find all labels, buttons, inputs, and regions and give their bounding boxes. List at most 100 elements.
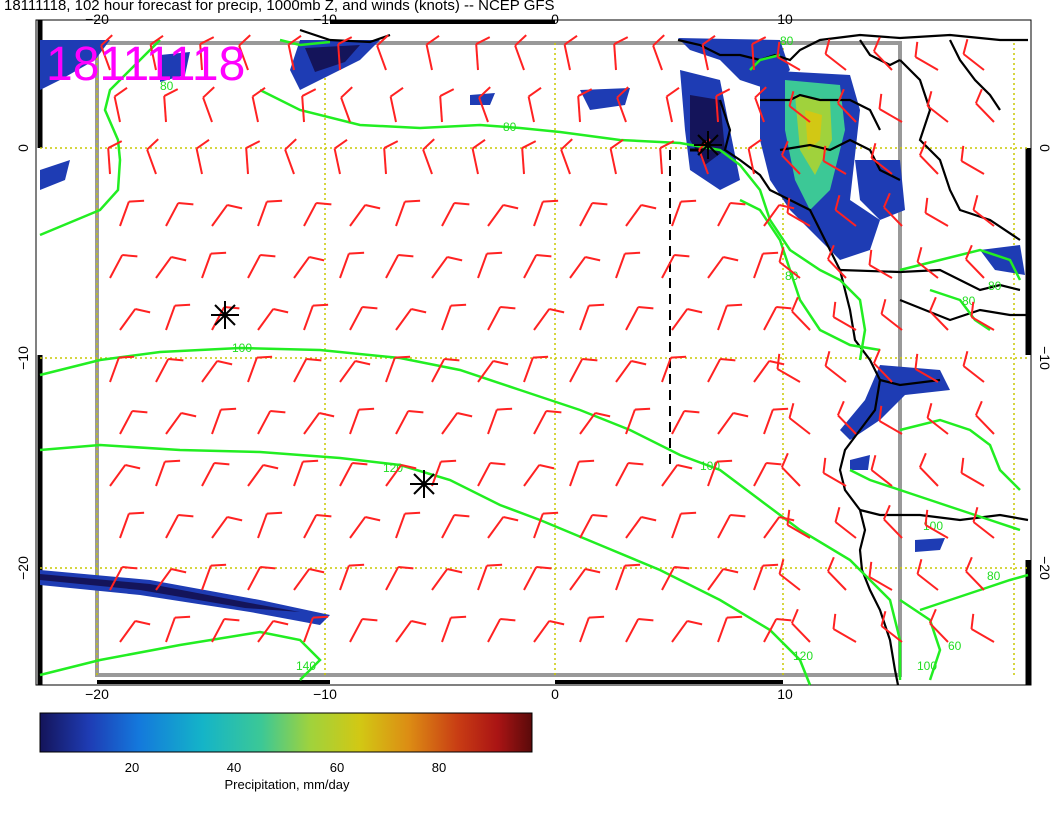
lat-tick: −20 xyxy=(1037,556,1053,580)
wind-barb xyxy=(659,140,675,175)
wind-barb xyxy=(257,410,286,435)
wind-barb xyxy=(487,203,519,227)
lon-tick: 0 xyxy=(551,11,559,27)
wind-barb xyxy=(389,86,404,123)
wind-barb xyxy=(975,88,995,123)
wind-barb xyxy=(349,306,378,331)
wind-barb xyxy=(199,36,215,71)
wind-barb xyxy=(475,36,491,71)
wind-barb xyxy=(284,138,297,175)
wind-barb xyxy=(916,559,939,591)
wind-barb xyxy=(293,459,319,487)
wind-barb xyxy=(613,36,629,71)
wind-barb xyxy=(339,251,365,279)
wind-barb xyxy=(615,563,641,591)
wind-barb xyxy=(247,355,273,383)
wind-barb xyxy=(477,563,503,591)
wind-barb xyxy=(873,36,893,71)
wind-barb xyxy=(247,463,279,487)
wind-barb xyxy=(395,307,427,331)
wind-barb xyxy=(873,348,893,383)
wind-barb xyxy=(201,563,227,591)
wind-barb xyxy=(165,202,194,227)
wind-barb xyxy=(201,251,227,279)
wind-barb xyxy=(533,307,565,331)
contour-label: 80 xyxy=(503,120,517,134)
wind-barb xyxy=(349,618,378,643)
wind-barb xyxy=(717,303,743,331)
wind-barb xyxy=(340,86,353,123)
wind-barb xyxy=(523,254,552,279)
wind-barb xyxy=(303,615,329,643)
wind-barb xyxy=(878,93,903,123)
storm-marker-3 xyxy=(694,131,722,159)
wind-barb xyxy=(257,307,289,331)
lon-tick: 10 xyxy=(777,11,793,27)
wind-barb xyxy=(333,138,348,175)
wind-barb xyxy=(625,618,654,643)
storm-markers xyxy=(211,131,722,498)
wind-barb xyxy=(521,140,537,175)
wind-barb xyxy=(671,511,697,539)
wind-barb xyxy=(824,39,847,71)
contour-labels: 80 100 120 140 80 80 100 120 80 100 80 8… xyxy=(160,34,1002,673)
wind-barb xyxy=(763,515,795,539)
lon-tick: −10 xyxy=(313,686,337,702)
wind-barb xyxy=(303,202,332,227)
wind-barb xyxy=(523,566,552,591)
height-contours xyxy=(39,38,1029,686)
wind-barb xyxy=(109,254,138,279)
wind-barb xyxy=(251,86,266,123)
wind-barb xyxy=(155,255,187,279)
wind-barb xyxy=(422,138,435,175)
wind-barb xyxy=(287,34,302,71)
contour-label: 140 xyxy=(296,659,316,673)
wind-barb xyxy=(257,199,283,227)
lon-tick: 10 xyxy=(777,686,793,702)
wind-barb xyxy=(303,303,329,331)
wind-barb xyxy=(965,244,985,279)
wind-barb xyxy=(753,563,779,591)
wind-barb xyxy=(441,514,470,539)
contour-label: 60 xyxy=(948,639,962,653)
wind-barb xyxy=(753,462,782,487)
wind-barb xyxy=(563,34,578,71)
wind-barb xyxy=(238,34,251,71)
wind-barb xyxy=(671,199,697,227)
wind-barb xyxy=(293,358,322,383)
wind-barb xyxy=(615,462,644,487)
contour-label: 80 xyxy=(987,569,1001,583)
wind-barb xyxy=(245,140,261,175)
wind-barb xyxy=(763,407,789,435)
date-stamp: 18111118 xyxy=(46,38,245,91)
wind-barb xyxy=(478,86,491,123)
wind-barb xyxy=(791,608,811,643)
lon-tick: −20 xyxy=(85,11,109,27)
contour-label: 80 xyxy=(988,279,1002,293)
wind-barb xyxy=(609,138,624,175)
lat-tick: 0 xyxy=(1037,144,1053,152)
lat-lon-grid xyxy=(40,43,1028,675)
wind-barb xyxy=(155,459,181,487)
wind-barb xyxy=(569,459,595,487)
wind-barb xyxy=(661,566,690,591)
wind-barb xyxy=(926,91,949,123)
wind-barb xyxy=(376,34,389,71)
wind-barb xyxy=(972,507,995,539)
wind-barb xyxy=(257,619,289,643)
wind-barb xyxy=(837,88,857,123)
wind-barb xyxy=(579,411,611,435)
wind-barb xyxy=(293,567,325,591)
wind-barb xyxy=(487,407,513,435)
colorbar-tick: 40 xyxy=(227,760,241,775)
wind-barb xyxy=(717,615,743,643)
wind-barb xyxy=(441,411,473,435)
wind-barb xyxy=(441,303,467,331)
wind-barb xyxy=(113,86,128,123)
wind-barb xyxy=(107,140,123,175)
wind-barb xyxy=(477,251,503,279)
wind-barb xyxy=(972,195,995,227)
wind-barb xyxy=(441,202,470,227)
wind-barb xyxy=(919,140,939,175)
wind-barb xyxy=(303,411,335,435)
